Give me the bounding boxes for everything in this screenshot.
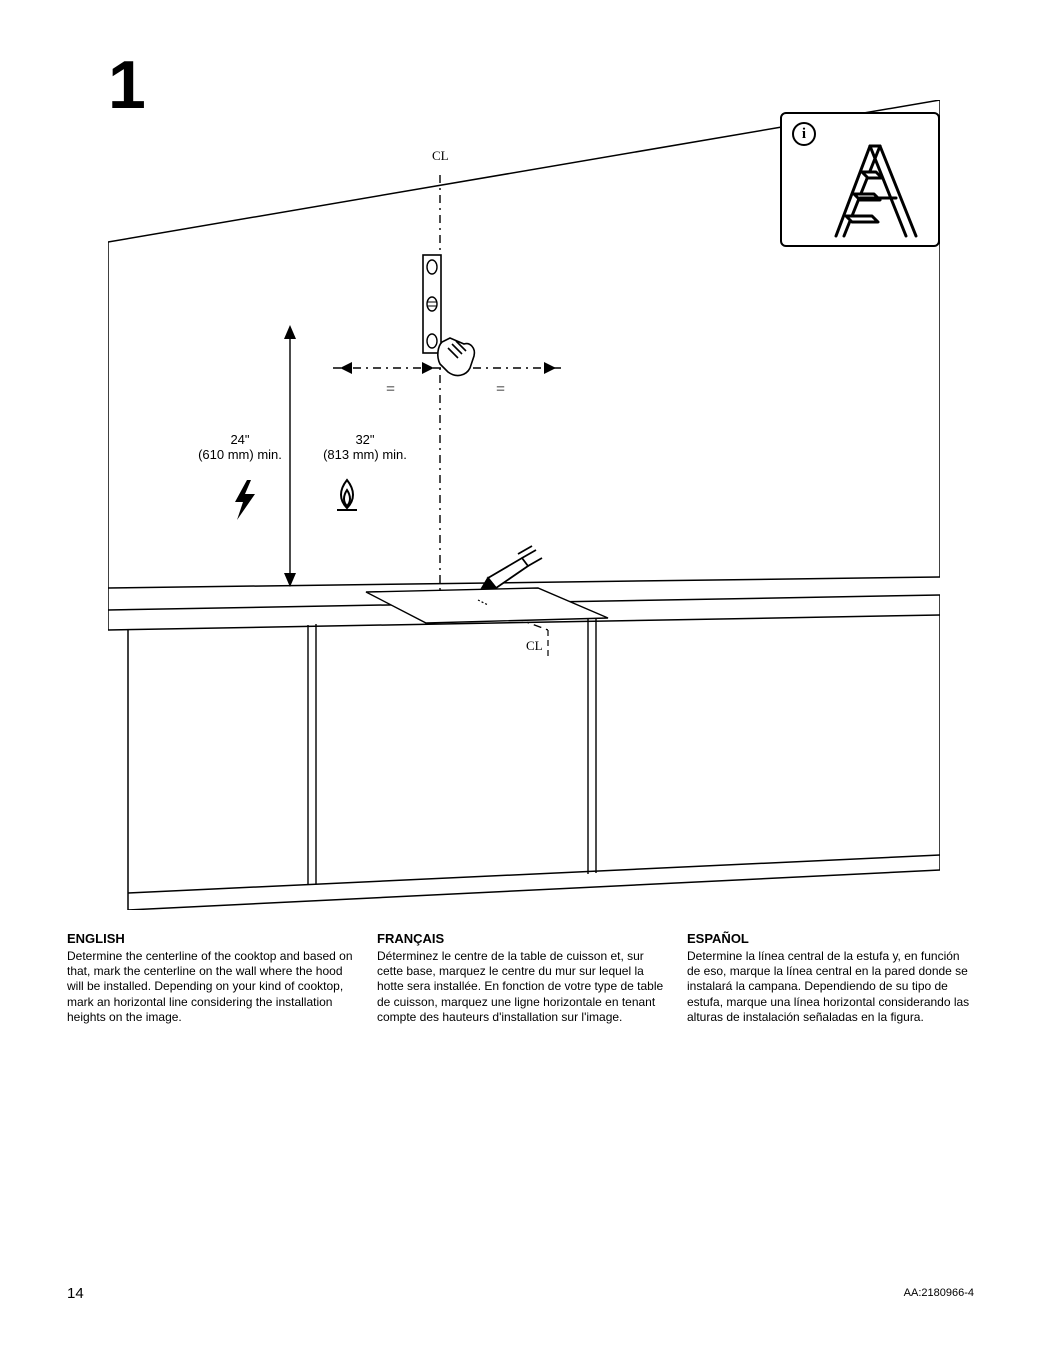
dim2-value: 32" xyxy=(315,432,415,447)
info-icon: i xyxy=(792,122,816,146)
installation-diagram: = = xyxy=(108,100,940,910)
col-head: ENGLISH xyxy=(67,931,355,948)
col-head: FRANÇAIS xyxy=(377,931,665,948)
col-body: Determine the centerline of the cooktop … xyxy=(67,949,355,1026)
col-head: ESPAÑOL xyxy=(687,931,975,948)
svg-text:=: = xyxy=(496,381,505,398)
doc-id: AA:2180966-4 xyxy=(904,1287,974,1299)
dim1-value: 24" xyxy=(190,432,290,447)
instruction-columns: ENGLISH Determine the centerline of the … xyxy=(67,931,975,1025)
page: 1 xyxy=(0,0,1041,1347)
svg-text:=: = xyxy=(386,381,395,398)
page-number: 14 xyxy=(67,1285,84,1302)
svg-text:CL: CL xyxy=(432,148,449,163)
dim2-sub: (813 mm) min. xyxy=(315,447,415,462)
col-espanol: ESPAÑOL Determine la línea central de la… xyxy=(687,931,975,1025)
col-english: ENGLISH Determine the centerline of the … xyxy=(67,931,355,1025)
col-body: Determine la línea central de la estufa … xyxy=(687,949,975,1026)
svg-text:CL: CL xyxy=(526,638,543,653)
dim-gas: 32" (813 mm) min. xyxy=(315,432,415,462)
dim-electric: 24" (610 mm) min. xyxy=(190,432,290,462)
dim1-sub: (610 mm) min. xyxy=(190,447,290,462)
ladder-icon xyxy=(830,138,922,243)
col-francais: FRANÇAIS Déterminez le centre de la tabl… xyxy=(377,931,665,1025)
col-body: Déterminez le centre de la table de cuis… xyxy=(377,949,665,1026)
info-box: i xyxy=(780,112,940,247)
